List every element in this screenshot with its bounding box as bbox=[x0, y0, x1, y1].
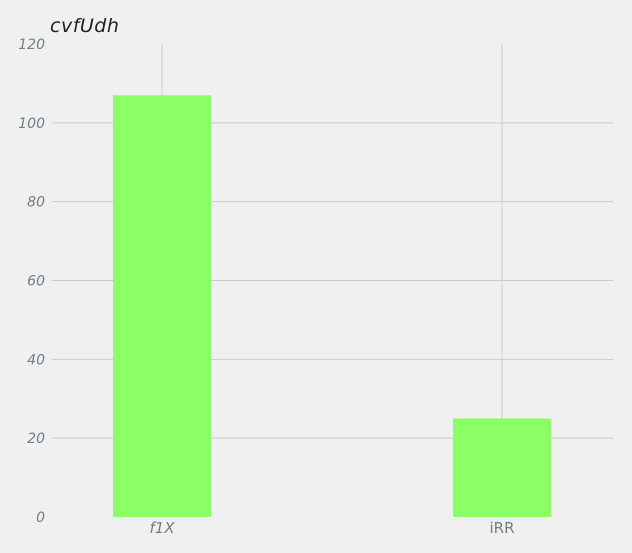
chart-title: cvfUdh bbox=[50, 15, 119, 37]
y-tick-label: 100 bbox=[18, 116, 45, 132]
y-tick-label: 20 bbox=[27, 431, 45, 447]
x-tick-label: f1X bbox=[149, 519, 175, 537]
y-tick-label: 40 bbox=[27, 352, 45, 368]
y-tick-label: 120 bbox=[18, 37, 45, 53]
y-tick-label: 80 bbox=[27, 195, 45, 211]
y-axis-ticks: 0 20 40 60 80 100 120 bbox=[18, 37, 45, 526]
bar-iRR bbox=[453, 418, 551, 517]
x-tick-label: iRR bbox=[489, 519, 514, 537]
y-tick-label: 0 bbox=[36, 510, 45, 526]
bar-layer bbox=[113, 95, 551, 517]
bar-f1X bbox=[113, 95, 211, 517]
y-tick-label: 60 bbox=[27, 274, 45, 290]
x-axis-ticks: f1X iRR bbox=[149, 519, 514, 537]
